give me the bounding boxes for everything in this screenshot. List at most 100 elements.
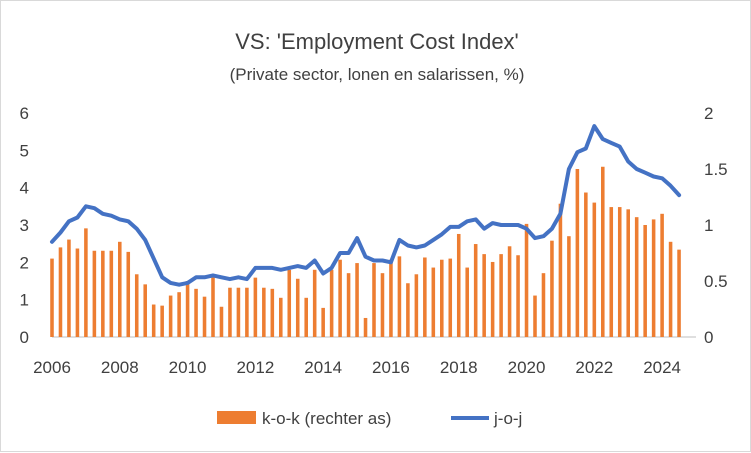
x-tick-label: 2012 (236, 358, 274, 377)
bar-k-o-k (524, 223, 529, 337)
x-tick-label: 2006 (33, 358, 71, 377)
bar-k-o-k (67, 239, 71, 337)
chart-title: VS: 'Employment Cost Index' (235, 29, 519, 54)
bar-k-o-k (304, 297, 308, 337)
bar-k-o-k (431, 267, 436, 337)
left-tick-label: 5 (20, 141, 29, 160)
bar-k-o-k (143, 284, 147, 337)
bar-k-o-k (236, 287, 241, 337)
bar-k-o-k (575, 169, 580, 337)
bar-k-o-k (609, 207, 614, 337)
x-tick-label: 2016 (372, 358, 410, 377)
bar-k-o-k (397, 256, 402, 337)
x-tick-label: 2014 (304, 358, 342, 377)
bar-k-o-k (58, 247, 63, 337)
right-tick-label: 1.5 (704, 160, 728, 179)
bar-k-o-k (482, 254, 486, 337)
bar-k-o-k (567, 236, 571, 337)
x-tick-label: 2024 (643, 358, 681, 377)
chart-subtitle: (Private sector, lonen en salarissen, %) (230, 65, 525, 84)
bar-k-o-k (338, 259, 342, 337)
right-tick-label: 1 (704, 216, 713, 235)
bar-k-o-k (440, 259, 444, 337)
left-tick-label: 1 (20, 291, 29, 310)
bar-k-o-k (346, 273, 351, 337)
bar-k-o-k (151, 304, 156, 337)
bar-k-o-k (363, 317, 368, 337)
bar-k-o-k (473, 244, 478, 337)
bar-k-o-k (406, 283, 410, 337)
bar-k-o-k (279, 297, 283, 337)
bar-k-o-k (516, 255, 520, 337)
x-tick-label: 2020 (508, 358, 546, 377)
right-tick-label: 0.5 (704, 272, 728, 291)
bar-k-o-k (134, 274, 139, 337)
line-series-j-o-j (50, 124, 682, 287)
left-tick-label: 3 (20, 216, 29, 235)
bar-k-o-k (219, 306, 224, 337)
bar-k-o-k (448, 258, 453, 337)
bar-k-o-k (660, 213, 664, 337)
bar-k-o-k (295, 278, 300, 337)
right-tick-label: 2 (704, 104, 713, 123)
bar-k-o-k (75, 248, 80, 337)
bar-k-o-k (634, 217, 639, 337)
x-tick-label: 2022 (575, 358, 613, 377)
bar-k-o-k (312, 269, 317, 337)
bar-k-o-k (651, 219, 656, 337)
x-axis: 2006 2008 2010 2012 2014 2016 2018 2020 2022 2024 (33, 358, 681, 377)
bar-series-k-o-k (50, 166, 681, 337)
bar-k-o-k (584, 192, 588, 337)
legend-label-bar: k-o-k (rechter as) (262, 409, 391, 428)
legend-label-line: j-o-j (493, 409, 522, 428)
bar-k-o-k (50, 258, 54, 337)
bar-k-o-k (118, 241, 122, 337)
bar-k-o-k (126, 251, 131, 337)
bar-k-o-k (92, 250, 97, 337)
x-tick-label: 2008 (101, 358, 139, 377)
bar-k-o-k (321, 307, 325, 337)
bar-k-o-k (533, 295, 537, 337)
legend: k-o-k (rechter as) j-o-j (217, 409, 522, 428)
bar-k-o-k (389, 259, 393, 337)
bar-k-o-k (507, 246, 512, 337)
bar-k-o-k (677, 249, 681, 337)
bar-k-o-k (550, 240, 554, 337)
bar-k-o-k (601, 166, 605, 337)
x-tick-label: 2010 (169, 358, 207, 377)
bar-k-o-k (262, 287, 266, 337)
bar-k-o-k (668, 241, 673, 337)
bar-k-o-k (270, 288, 275, 337)
left-tick-label: 0 (20, 328, 29, 347)
bar-k-o-k (643, 225, 647, 337)
bar-k-o-k (626, 209, 630, 337)
bar-k-o-k (541, 273, 546, 337)
bar-k-o-k (423, 257, 427, 337)
bar-k-o-k (558, 203, 563, 337)
bar-k-o-k (185, 281, 190, 337)
bar-k-o-k (499, 254, 503, 337)
bar-k-o-k (490, 261, 495, 337)
bar-k-o-k (380, 273, 385, 337)
bar-k-o-k (465, 267, 469, 337)
left-tick-label: 4 (20, 179, 29, 198)
left-tick-label: 2 (20, 253, 29, 272)
bar-k-o-k (592, 202, 597, 337)
right-tick-label: 0 (704, 328, 713, 347)
x-tick-label: 2018 (440, 358, 478, 377)
bar-k-o-k (109, 250, 114, 337)
left-tick-label: 6 (20, 104, 29, 123)
bar-k-o-k (168, 295, 173, 337)
bar-k-o-k (329, 269, 334, 337)
bar-k-o-k (414, 274, 419, 337)
bar-k-o-k (372, 263, 376, 337)
bar-k-o-k (194, 288, 198, 337)
bar-k-o-k (617, 207, 622, 337)
bar-k-o-k (287, 269, 292, 337)
bar-k-o-k (355, 263, 359, 337)
bar-k-o-k (245, 287, 249, 337)
bar-k-o-k (228, 287, 232, 337)
right-axis: 0 0.5 1 1.5 2 (704, 104, 728, 347)
bar-k-o-k (160, 305, 164, 337)
